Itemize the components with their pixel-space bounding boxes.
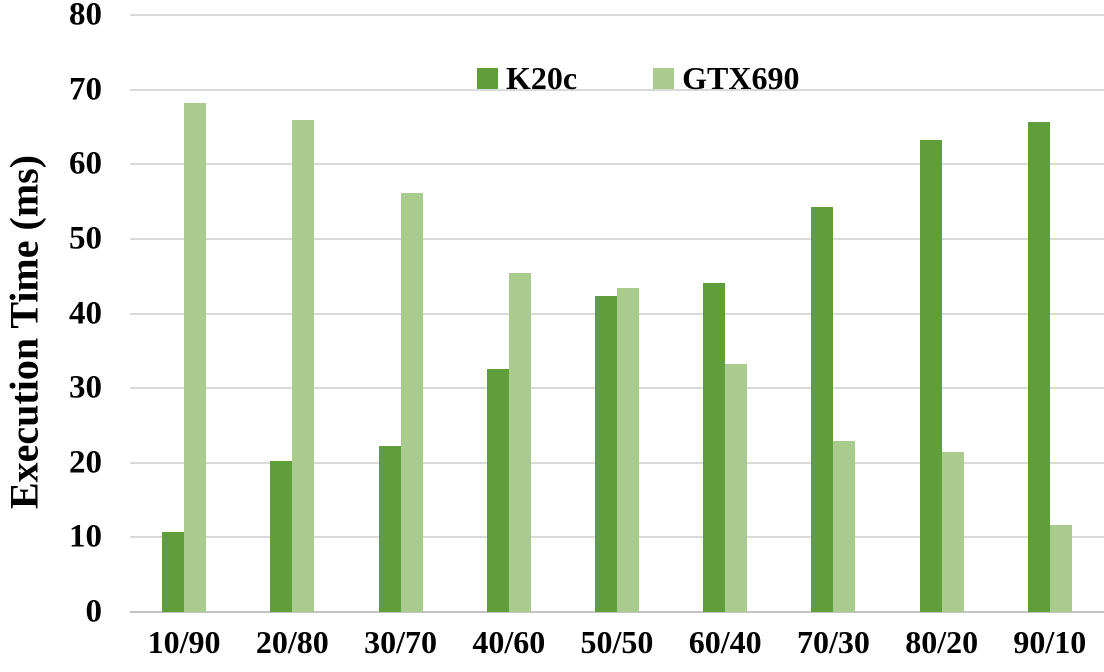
x-tick-label: 40/60 bbox=[472, 624, 546, 660]
gridline bbox=[130, 237, 1104, 240]
x-tick-label: 80/20 bbox=[905, 624, 979, 660]
y-tick-label: 30 bbox=[69, 369, 102, 406]
x-tick-label: 10/90 bbox=[147, 624, 221, 660]
bar-gtx690 bbox=[400, 193, 423, 612]
bar-group-80-20 bbox=[888, 15, 996, 612]
bar-k20c bbox=[1027, 122, 1050, 612]
bar-gtx690 bbox=[292, 120, 315, 612]
bar-k20c bbox=[162, 532, 185, 612]
bar-group-90-10 bbox=[996, 15, 1104, 612]
bar-group-30-70 bbox=[346, 15, 454, 612]
bar-k20c bbox=[378, 446, 401, 612]
bar-k20c bbox=[703, 282, 726, 612]
x-axis: 10/90 20/80 30/70 40/60 50/50 60/40 70/30 80/20… bbox=[130, 622, 1104, 666]
y-axis: 0 10 20 30 40 50 60 70 80 bbox=[0, 0, 102, 628]
bar-group-60-40 bbox=[671, 15, 779, 612]
legend: K20c GTX690 bbox=[477, 62, 799, 94]
bar-gtx690 bbox=[833, 441, 856, 612]
k20c-swatch-icon bbox=[477, 67, 498, 89]
legend-label-k20c: K20c bbox=[506, 60, 578, 96]
x-axis-baseline bbox=[130, 611, 1104, 613]
y-tick-label: 40 bbox=[69, 295, 102, 331]
bar-gtx690 bbox=[1049, 525, 1072, 612]
bar-group-20-80 bbox=[238, 15, 346, 612]
y-tick-label: 10 bbox=[69, 518, 102, 555]
x-tick-label: 30/70 bbox=[364, 624, 437, 660]
gridline bbox=[130, 163, 1104, 166]
y-tick-label: 20 bbox=[69, 444, 102, 481]
gridline bbox=[130, 14, 1104, 16]
x-tick-label: 20/80 bbox=[255, 624, 329, 660]
bar-gtx690 bbox=[616, 288, 639, 612]
legend-item-k20c: K20c bbox=[477, 62, 577, 94]
x-tick-label: 60/40 bbox=[688, 624, 762, 660]
bar-k20c bbox=[486, 369, 509, 612]
bar-group-50-50 bbox=[563, 15, 671, 612]
bar-group-70-30 bbox=[779, 15, 887, 612]
x-tick-label: 70/30 bbox=[796, 624, 870, 660]
legend-label-gtx690: GTX690 bbox=[682, 60, 800, 96]
bar-gtx690 bbox=[725, 364, 748, 612]
bar-k20c bbox=[594, 295, 617, 612]
bar-group-10-90 bbox=[130, 15, 238, 612]
bar-gtx690 bbox=[184, 103, 207, 612]
bar-k20c bbox=[270, 461, 293, 612]
bar-k20c bbox=[811, 206, 834, 612]
y-tick-label: 80 bbox=[69, 0, 102, 33]
y-tick-label: 60 bbox=[69, 145, 102, 182]
x-tick-label: 90/10 bbox=[1013, 624, 1087, 660]
legend-item-gtx690: GTX690 bbox=[653, 62, 799, 94]
bar-k20c bbox=[919, 140, 942, 612]
y-tick-label: 50 bbox=[69, 220, 102, 257]
y-tick-label: 70 bbox=[69, 71, 102, 108]
x-tick-label: 50/50 bbox=[580, 624, 654, 660]
bar-group-40-60 bbox=[455, 15, 563, 612]
plot-area bbox=[130, 14, 1104, 613]
gtx690-swatch-icon bbox=[653, 67, 675, 89]
bar-gtx690 bbox=[508, 273, 531, 612]
y-tick-label: 0 bbox=[85, 593, 103, 630]
gridline bbox=[130, 88, 1104, 91]
bar-gtx690 bbox=[941, 451, 964, 612]
